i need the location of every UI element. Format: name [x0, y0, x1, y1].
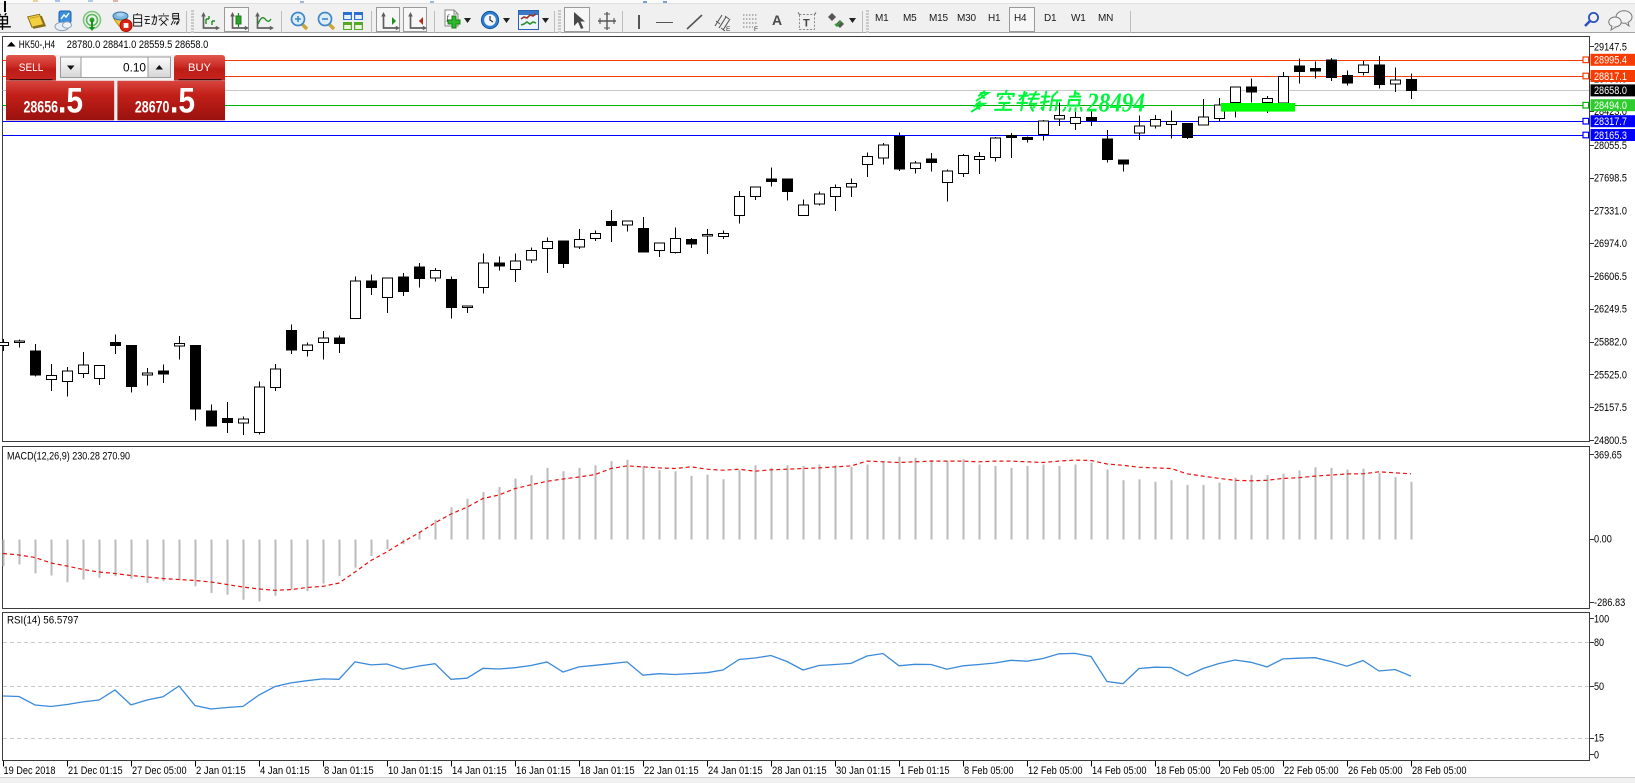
svg-text:25157.5: 25157.5	[1594, 402, 1627, 414]
svg-text:22 Feb 05:00: 22 Feb 05:00	[1284, 765, 1339, 777]
svg-text:28817.1: 28817.1	[1594, 71, 1627, 83]
svg-text:BUY: BUY	[188, 62, 212, 74]
svg-text:RSI(14) 56.5797: RSI(14) 56.5797	[7, 615, 79, 627]
svg-text:28 Feb 05:00: 28 Feb 05:00	[1412, 765, 1467, 777]
svg-text:8 Jan 01:15: 8 Jan 01:15	[324, 765, 374, 777]
svg-text:27331.0: 27331.0	[1594, 205, 1627, 217]
svg-text:20 Feb 05:00: 20 Feb 05:00	[1220, 765, 1275, 777]
svg-text:50: 50	[1594, 681, 1604, 693]
svg-text:28165.3: 28165.3	[1594, 130, 1627, 142]
svg-text:26974.0: 26974.0	[1594, 238, 1627, 250]
svg-text:19 Dec 2018: 19 Dec 2018	[4, 765, 56, 777]
svg-text:28055.5: 28055.5	[1594, 140, 1627, 152]
svg-text:F: F	[754, 26, 758, 32]
svg-text:T: T	[803, 18, 810, 30]
svg-text:26 Feb 05:00: 26 Feb 05:00	[1348, 765, 1403, 777]
svg-text:27698.5: 27698.5	[1594, 173, 1627, 185]
svg-text:18 Feb 05:00: 18 Feb 05:00	[1156, 765, 1211, 777]
svg-text:29147.5: 29147.5	[1594, 41, 1627, 53]
svg-text:24800.5: 24800.5	[1594, 435, 1627, 447]
svg-text:25525.0: 25525.0	[1594, 369, 1627, 381]
svg-text:E: E	[726, 26, 731, 32]
svg-text:0.10: 0.10	[123, 62, 146, 74]
svg-text:21 Dec 01:15: 21 Dec 01:15	[68, 765, 123, 777]
svg-text:.5: .5	[58, 82, 83, 121]
svg-text:16 Jan 01:15: 16 Jan 01:15	[516, 765, 571, 777]
svg-text:80: 80	[1594, 637, 1604, 649]
svg-text:369.65: 369.65	[1594, 449, 1622, 461]
svg-text:14 Feb 05:00: 14 Feb 05:00	[1092, 765, 1147, 777]
svg-text:28656: 28656	[24, 99, 59, 117]
svg-text:.5: .5	[170, 82, 195, 121]
svg-text:8 Feb 05:00: 8 Feb 05:00	[964, 765, 1014, 777]
svg-text:30 Jan 01:15: 30 Jan 01:15	[836, 765, 891, 777]
svg-text:28995.4: 28995.4	[1594, 55, 1627, 67]
svg-text:0: 0	[1594, 749, 1599, 761]
svg-text:-286.83: -286.83	[1594, 597, 1625, 609]
svg-text:1 Feb 01:15: 1 Feb 01:15	[900, 765, 950, 777]
svg-text:12 Feb 05:00: 12 Feb 05:00	[1028, 765, 1083, 777]
svg-text:0.00: 0.00	[1594, 533, 1612, 545]
svg-text:100: 100	[1594, 613, 1609, 625]
svg-text:MACD(12,26,9) 230.28 270.90: MACD(12,26,9) 230.28 270.90	[7, 451, 130, 463]
svg-text:10 Jan 01:15: 10 Jan 01:15	[388, 765, 443, 777]
svg-text:15: 15	[1594, 732, 1604, 744]
svg-text:28658.0: 28658.0	[1594, 85, 1627, 97]
svg-text:26249.5: 26249.5	[1594, 304, 1627, 316]
svg-text:14 Jan 01:15: 14 Jan 01:15	[452, 765, 507, 777]
svg-text:HK50-,H4: HK50-,H4	[19, 39, 55, 51]
svg-text:SELL: SELL	[19, 62, 44, 74]
svg-text:25882.0: 25882.0	[1594, 337, 1627, 349]
svg-text:28780.0 28841.0 28559.5 28658.: 28780.0 28841.0 28559.5 28658.0	[67, 39, 209, 51]
svg-text:18 Jan 01:15: 18 Jan 01:15	[580, 765, 635, 777]
svg-text:27 Dec 05:00: 27 Dec 05:00	[132, 765, 187, 777]
svg-text:28494.0: 28494.0	[1594, 100, 1627, 112]
svg-text:2 Jan 01:15: 2 Jan 01:15	[196, 765, 246, 777]
svg-text:26606.5: 26606.5	[1594, 271, 1627, 283]
svg-text:28670: 28670	[135, 99, 170, 117]
svg-text:f: f	[447, 13, 451, 22]
svg-text:22 Jan 01:15: 22 Jan 01:15	[644, 765, 699, 777]
svg-text:28494: 28494	[1086, 88, 1145, 118]
svg-text:4 Jan 01:15: 4 Jan 01:15	[260, 765, 310, 777]
svg-text:28 Jan 01:15: 28 Jan 01:15	[772, 765, 827, 777]
svg-text:28317.7: 28317.7	[1594, 116, 1627, 128]
svg-text:24 Jan 01:15: 24 Jan 01:15	[708, 765, 763, 777]
